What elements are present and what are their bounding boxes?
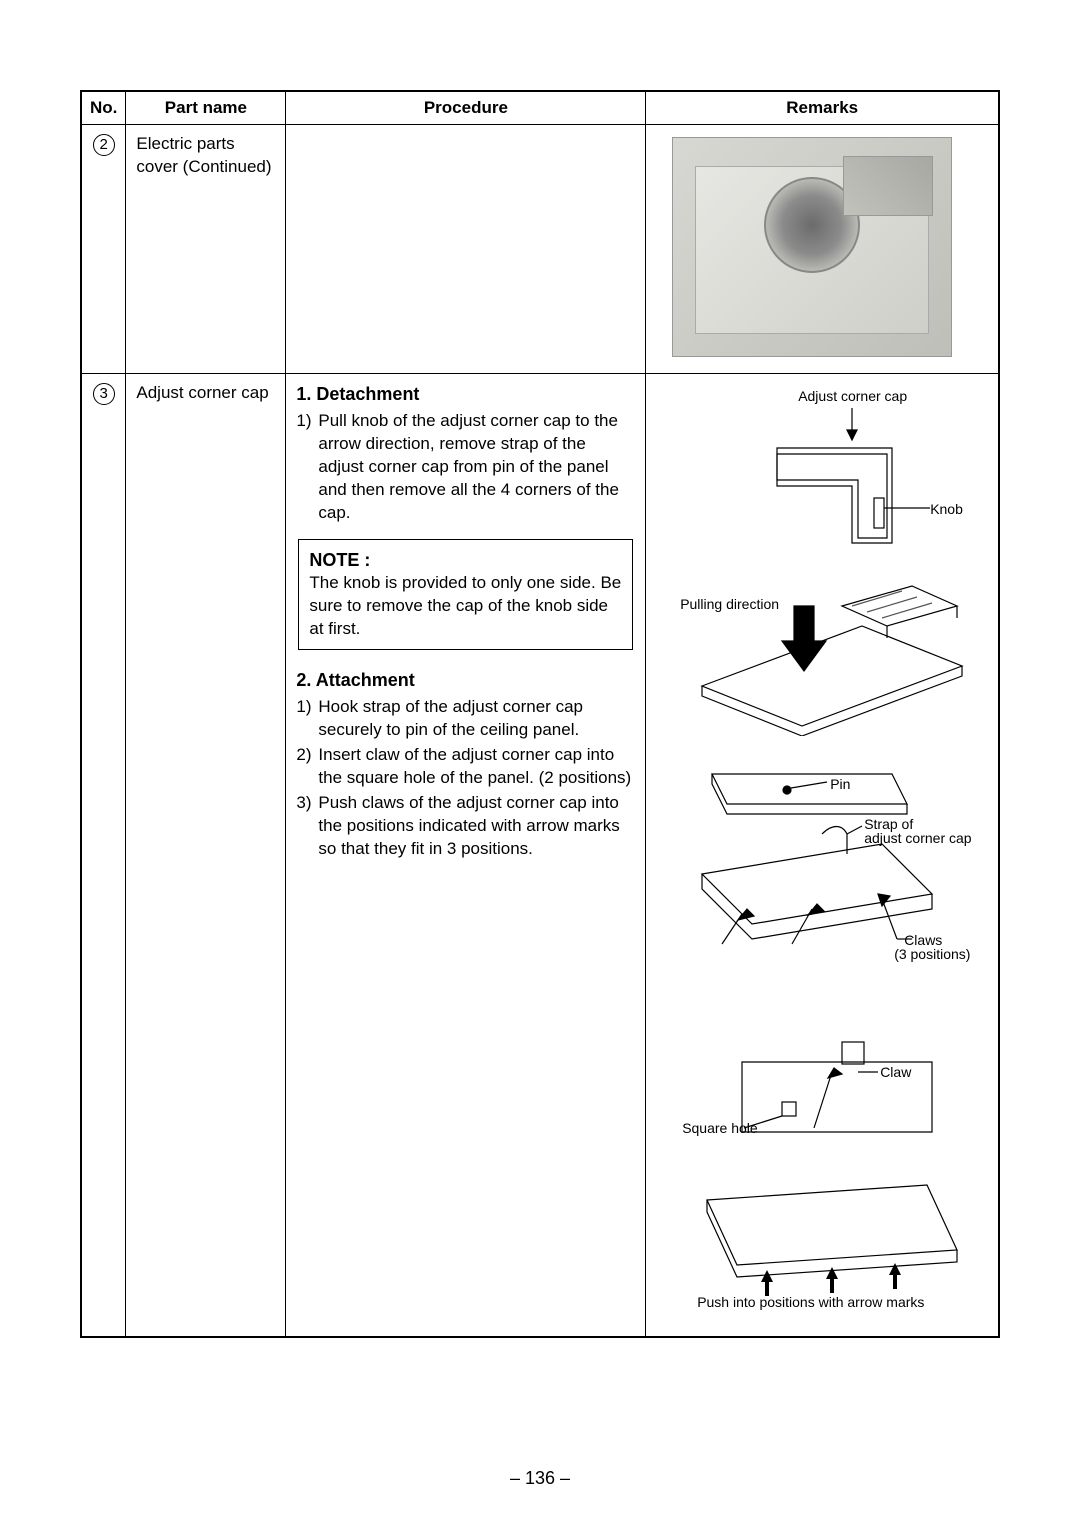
diagram-push-positions: Push into positions with arrow marks xyxy=(677,1170,967,1310)
attachment-heading: 2. Attachment xyxy=(296,668,635,692)
col-header-part: Part name xyxy=(126,91,286,125)
diagram-pin-strap-claws: Pin Strap of adjust corner cap Claws (3 … xyxy=(672,754,972,1014)
cell-remarks-diagrams: Adjust corner cap xyxy=(646,374,999,1338)
label-claws-2: (3 positions) xyxy=(894,946,970,962)
pin-strap-svg xyxy=(672,754,972,1014)
diagram-claw-square-hole: Claw Square hole xyxy=(682,1032,962,1152)
attachment-steps: Hook strap of the adjust corner cap secu… xyxy=(296,696,635,861)
cell-no: 3 xyxy=(81,374,126,1338)
label-claw: Claw xyxy=(880,1064,911,1080)
diagram-corner-cap: Adjust corner cap xyxy=(692,388,952,558)
push-pos-svg xyxy=(677,1170,967,1310)
detachment-steps: Pull knob of the adjust corner cap to th… xyxy=(296,410,635,525)
label-pin: Pin xyxy=(830,776,850,792)
note-box: NOTE : The knob is provided to only one … xyxy=(298,539,633,650)
corner-cap-svg xyxy=(692,388,952,558)
label-adjust-corner-cap: Adjust corner cap xyxy=(798,388,907,404)
label-push-positions: Push into positions with arrow marks xyxy=(697,1294,924,1310)
page-number: – 136 – xyxy=(0,1468,1080,1489)
diagram-pulling-direction: Pulling direction xyxy=(672,576,972,736)
cell-part-name: Electric parts cover (Continued) xyxy=(126,125,286,374)
table-row: 3 Adjust corner cap 1. Detachment Pull k… xyxy=(81,374,999,1338)
note-heading: NOTE : xyxy=(309,548,622,572)
procedure-table: No. Part name Procedure Remarks 2 Electr… xyxy=(80,90,1000,1338)
table-header-row: No. Part name Procedure Remarks xyxy=(81,91,999,125)
label-pulling-direction: Pulling direction xyxy=(680,596,779,612)
label-square-hole: Square hole xyxy=(682,1120,758,1136)
label-knob: Knob xyxy=(930,501,963,517)
page-root: No. Part name Procedure Remarks 2 Electr… xyxy=(0,0,1080,1525)
col-header-no: No. xyxy=(81,91,126,125)
circled-number-icon: 3 xyxy=(93,383,115,405)
label-strap-2: adjust corner cap xyxy=(864,830,971,846)
list-item: Hook strap of the adjust corner cap secu… xyxy=(314,696,635,742)
col-header-procedure: Procedure xyxy=(286,91,646,125)
list-item: Insert claw of the adjust corner cap int… xyxy=(314,744,635,790)
unit-interior-photo xyxy=(672,137,952,357)
col-header-remarks: Remarks xyxy=(646,91,999,125)
circled-number-icon: 2 xyxy=(93,134,115,156)
cell-remarks-photo xyxy=(646,125,999,374)
detachment-heading: 1. Detachment xyxy=(296,382,635,406)
cell-part-name: Adjust corner cap xyxy=(126,374,286,1338)
cell-procedure: 1. Detachment Pull knob of the adjust co… xyxy=(286,374,646,1338)
list-item: Pull knob of the adjust corner cap to th… xyxy=(314,410,635,525)
note-body: The knob is provided to only one side. B… xyxy=(309,572,622,641)
cell-no: 2 xyxy=(81,125,126,374)
cell-procedure-empty xyxy=(286,125,646,374)
list-item: Push claws of the adjust corner cap into… xyxy=(314,792,635,861)
table-row: 2 Electric parts cover (Continued) xyxy=(81,125,999,374)
